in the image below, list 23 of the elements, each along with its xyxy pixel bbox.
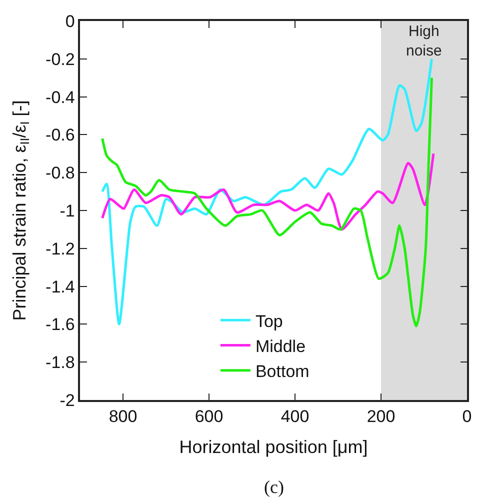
y-tick-label: 0: [65, 12, 75, 31]
y-tick-label: -0.2: [46, 50, 75, 69]
y-tick-label: -1.6: [46, 315, 75, 334]
legend-label: Bottom: [255, 362, 310, 382]
band-label: High noise: [406, 23, 442, 60]
y-tick-label: -1: [60, 201, 75, 220]
x-axis-title: Horizontal position [μm]: [179, 436, 368, 457]
x-tick-label: 600: [194, 407, 224, 426]
text: (c): [264, 477, 284, 497]
legend-label: Top: [255, 312, 283, 331]
y-tick-label: -0.6: [46, 126, 75, 145]
x-tick-label: 400: [280, 407, 310, 426]
x-tick-label: 800: [108, 407, 138, 426]
y-tick-label: -1.8: [46, 353, 75, 372]
x-tick-label: 0: [462, 407, 472, 426]
legend-label: Middle: [255, 336, 306, 356]
line-series: [101, 152, 435, 231]
x-tick-label: 200: [366, 407, 396, 426]
y-tick-label: -1.4: [46, 277, 75, 296]
y-tick-label: -1.2: [46, 239, 75, 258]
y-tick-label: -2: [60, 390, 75, 410]
y-tick-label: -0.4: [46, 88, 75, 107]
y-tick-label: -0.8: [46, 164, 75, 183]
